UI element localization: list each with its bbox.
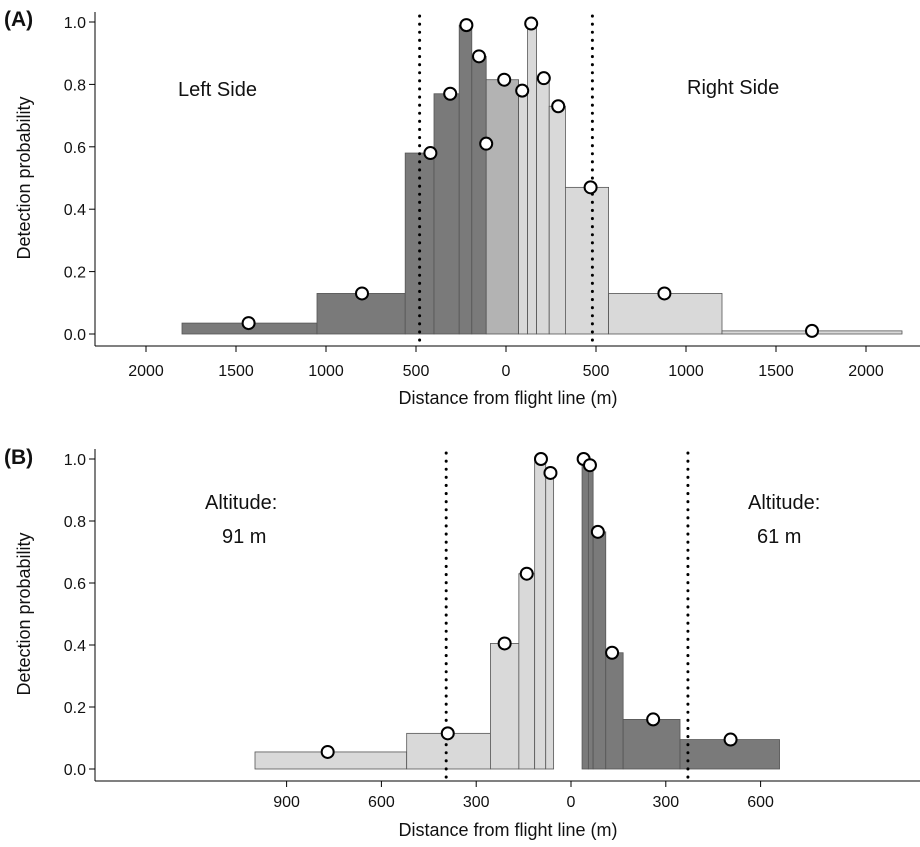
point-left-4 bbox=[459, 18, 474, 33]
bar-left-4 bbox=[458, 24, 473, 335]
point-right-2 bbox=[590, 524, 605, 539]
bar-left-3 bbox=[433, 93, 460, 335]
x-tick-label-4: 0 bbox=[502, 363, 511, 380]
bar-left-3 bbox=[518, 573, 536, 770]
bar-left-5 bbox=[471, 55, 487, 335]
bar-left-2 bbox=[404, 152, 435, 335]
point-left-5 bbox=[543, 465, 558, 480]
annotation-1: 91 m bbox=[222, 526, 266, 548]
chart-panel-a: 0.0 0.2 0.4 0.6 0.8 1.0 2000 1500 1000 500 0 500 100… bbox=[4, 8, 920, 408]
y-tick-label-2: 0.4 bbox=[64, 638, 86, 655]
x-tick-label-1: 1500 bbox=[218, 363, 254, 380]
x-tick-label-3: 500 bbox=[403, 363, 430, 380]
panel-label: (A) bbox=[4, 8, 33, 31]
point-right-3 bbox=[605, 645, 620, 660]
point-center-0 bbox=[497, 72, 512, 87]
panel-label: (B) bbox=[4, 446, 33, 469]
bar-center-0 bbox=[485, 79, 520, 335]
point-right-1 bbox=[524, 16, 539, 31]
x-tick-label-7: 1500 bbox=[758, 363, 794, 380]
bar-right-1 bbox=[587, 464, 594, 770]
y-axis-title: Detection probability bbox=[14, 96, 34, 259]
annotation-0: Left Side bbox=[178, 79, 257, 101]
annotation-1: Right Side bbox=[687, 77, 779, 99]
point-right-0 bbox=[515, 83, 530, 98]
y-tick-label-2: 0.4 bbox=[64, 202, 86, 219]
x-tick-label-5: 500 bbox=[583, 363, 610, 380]
bar-right-3 bbox=[548, 105, 566, 335]
x-tick-label-0: 900 bbox=[273, 794, 300, 811]
y-tick-label-0: 0.0 bbox=[64, 327, 86, 344]
point-right-1 bbox=[582, 458, 597, 473]
y-axis-title: Detection probability bbox=[14, 532, 34, 695]
point-left-5 bbox=[472, 49, 486, 64]
y-tick-label-0: 0.0 bbox=[64, 762, 86, 779]
bar-right-2 bbox=[536, 77, 550, 335]
x-tick-label-5: 600 bbox=[747, 794, 774, 811]
y-tick-label-4: 0.8 bbox=[64, 514, 86, 531]
y-tick-label-5: 1.0 bbox=[64, 452, 86, 469]
x-tick-label-1: 600 bbox=[368, 794, 395, 811]
bar-right-2 bbox=[592, 531, 607, 770]
point-left-2 bbox=[423, 146, 438, 161]
x-tick-label-2: 1000 bbox=[308, 363, 344, 380]
bar-right-4 bbox=[622, 719, 681, 770]
point-right-6 bbox=[805, 323, 819, 338]
annotation-0: Altitude: bbox=[205, 492, 277, 514]
bar-right-0 bbox=[518, 90, 528, 335]
x-tick-label-3: 0 bbox=[567, 794, 576, 811]
point-left-4 bbox=[533, 452, 548, 466]
bar-right-3 bbox=[605, 652, 624, 770]
annotation-3: 61 m bbox=[757, 526, 801, 548]
point-right-2 bbox=[536, 71, 551, 86]
y-tick-label-1: 0.2 bbox=[64, 700, 86, 717]
point-right-5 bbox=[723, 732, 738, 747]
x-axis-title: Distance from flight line (m) bbox=[398, 820, 617, 840]
annotation-2: Altitude: bbox=[748, 492, 820, 514]
point-right-4 bbox=[646, 712, 661, 727]
point-right-3 bbox=[551, 99, 566, 114]
x-axis-title: Distance from flight line (m) bbox=[398, 388, 617, 408]
point-center-extra-0 bbox=[479, 136, 494, 151]
bar-right-0 bbox=[581, 458, 589, 770]
point-left-3 bbox=[519, 566, 534, 581]
bar-left-5 bbox=[545, 472, 555, 770]
bar-right-4 bbox=[565, 186, 610, 335]
y-tick-label-4: 0.8 bbox=[64, 77, 86, 94]
point-left-1 bbox=[440, 726, 455, 741]
bar-left-2 bbox=[490, 643, 520, 770]
x-tick-label-8: 2000 bbox=[848, 363, 884, 380]
x-tick-label-6: 1000 bbox=[668, 363, 704, 380]
point-right-5 bbox=[657, 286, 672, 301]
bar-right-1 bbox=[527, 23, 537, 335]
x-tick-label-0: 2000 bbox=[128, 363, 164, 380]
y-tick-label-3: 0.6 bbox=[64, 576, 86, 593]
point-left-0 bbox=[320, 744, 335, 759]
point-left-3 bbox=[443, 86, 458, 101]
point-left-1 bbox=[355, 286, 369, 301]
y-tick-label-5: 1.0 bbox=[64, 15, 86, 32]
point-left-2 bbox=[497, 636, 512, 651]
bar-left-4 bbox=[534, 458, 547, 770]
point-right-4 bbox=[583, 180, 598, 195]
y-tick-label-3: 0.6 bbox=[64, 140, 86, 157]
x-tick-label-4: 300 bbox=[652, 794, 679, 811]
y-tick-label-1: 0.2 bbox=[64, 265, 86, 282]
x-tick-label-2: 300 bbox=[463, 794, 490, 811]
point-left-0 bbox=[241, 316, 256, 331]
